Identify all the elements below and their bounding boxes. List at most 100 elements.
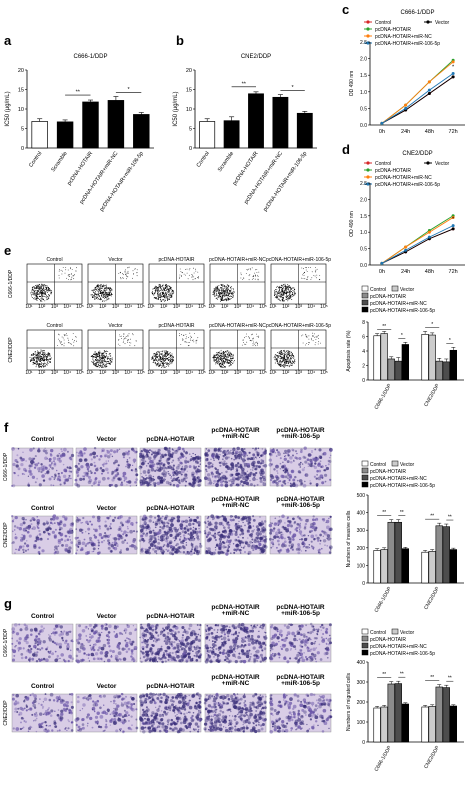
event-dot — [39, 299, 40, 300]
event-dot — [301, 335, 302, 337]
stained-cell — [156, 469, 159, 472]
event-dot — [285, 286, 287, 288]
stained-cell — [181, 447, 185, 451]
stained-cell — [252, 454, 256, 457]
event-dot — [44, 362, 45, 364]
event-dot — [100, 286, 102, 288]
event-dot — [50, 362, 51, 364]
stained-cell — [125, 533, 128, 537]
event-dot — [227, 299, 229, 301]
stained-cell — [77, 545, 79, 547]
event-dot — [36, 357, 38, 359]
event-dot — [292, 361, 294, 363]
stained-cell — [130, 521, 134, 526]
event-dot — [220, 354, 222, 356]
bar — [442, 361, 450, 381]
stained-cell — [109, 449, 113, 453]
stained-cell — [240, 456, 243, 459]
stained-cell — [177, 476, 180, 479]
event-dot — [99, 361, 101, 363]
event-dot — [94, 365, 96, 366]
event-dot — [285, 293, 287, 295]
event-dot — [284, 358, 286, 360]
stained-cell — [96, 515, 101, 520]
stained-cell — [63, 539, 67, 543]
event-dot — [219, 351, 221, 353]
event-dot — [99, 287, 101, 289]
stained-cell — [175, 484, 180, 488]
stained-cell — [60, 471, 63, 475]
event-dot — [40, 299, 42, 301]
stained-cell — [180, 453, 184, 457]
event-dot — [97, 293, 99, 295]
stained-cell — [145, 478, 147, 480]
event-dot — [165, 286, 167, 287]
stained-cell — [76, 483, 79, 486]
event-dot — [274, 359, 276, 361]
event-dot — [35, 357, 37, 359]
event-dot — [276, 363, 278, 365]
stained-cell — [278, 479, 281, 483]
event-dot — [232, 353, 234, 355]
event-dot — [212, 290, 214, 292]
event-dot — [104, 358, 106, 360]
event-dot — [35, 363, 36, 364]
stained-cell — [167, 457, 171, 461]
event-dot — [195, 278, 196, 279]
event-dot — [43, 365, 45, 367]
event-dot — [290, 357, 292, 359]
x-tick-label: C666-1/DDP — [374, 585, 394, 613]
event-dot — [46, 290, 48, 292]
stained-cell — [167, 471, 169, 473]
event-dot — [172, 360, 173, 362]
legend-label: pcDNA-HOTAIR — [375, 168, 411, 174]
y-tick-label: 300 — [357, 680, 366, 686]
stained-cell — [15, 464, 19, 468]
event-dot — [223, 294, 225, 296]
event-dot — [160, 289, 162, 291]
event-dot — [305, 336, 307, 338]
event-dot — [163, 360, 165, 362]
event-dot — [281, 289, 283, 291]
stained-cell — [154, 450, 157, 452]
stained-cell — [155, 451, 159, 456]
event-dot — [42, 351, 44, 353]
event-dot — [230, 352, 232, 354]
stained-cell — [259, 477, 263, 480]
x-tick-label: 10² — [282, 370, 290, 376]
event-dot — [107, 363, 109, 364]
event-dot — [225, 352, 227, 354]
stained-cell — [93, 480, 97, 484]
event-dot — [170, 287, 172, 289]
event-dot — [217, 352, 219, 354]
event-dot — [155, 363, 157, 365]
stained-cell — [97, 544, 100, 547]
stained-cell — [78, 458, 83, 463]
event-dot — [109, 288, 111, 290]
stained-cell — [31, 517, 35, 521]
event-dot — [279, 293, 280, 295]
event-dot — [169, 361, 171, 363]
stained-cell — [144, 454, 149, 458]
event-dot — [224, 358, 226, 360]
stained-cell — [84, 458, 87, 461]
stained-cell — [192, 522, 195, 526]
stained-cell — [240, 483, 242, 486]
stained-cell — [291, 483, 294, 486]
stained-cell — [46, 470, 50, 473]
event-dot — [68, 339, 69, 341]
event-dot — [291, 364, 293, 366]
event-dot — [277, 357, 279, 359]
event-dot — [181, 275, 182, 276]
event-dot — [252, 278, 254, 279]
event-dot — [162, 357, 163, 359]
event-dot — [226, 288, 228, 290]
event-dot — [46, 364, 48, 366]
y-tick-label: 0.0 — [360, 263, 367, 269]
stained-cell — [318, 469, 322, 473]
x-tick-label: 10² — [38, 304, 46, 310]
event-dot — [69, 274, 70, 275]
stained-cell — [283, 457, 287, 461]
stained-cell — [243, 454, 246, 458]
event-dot — [292, 294, 294, 296]
